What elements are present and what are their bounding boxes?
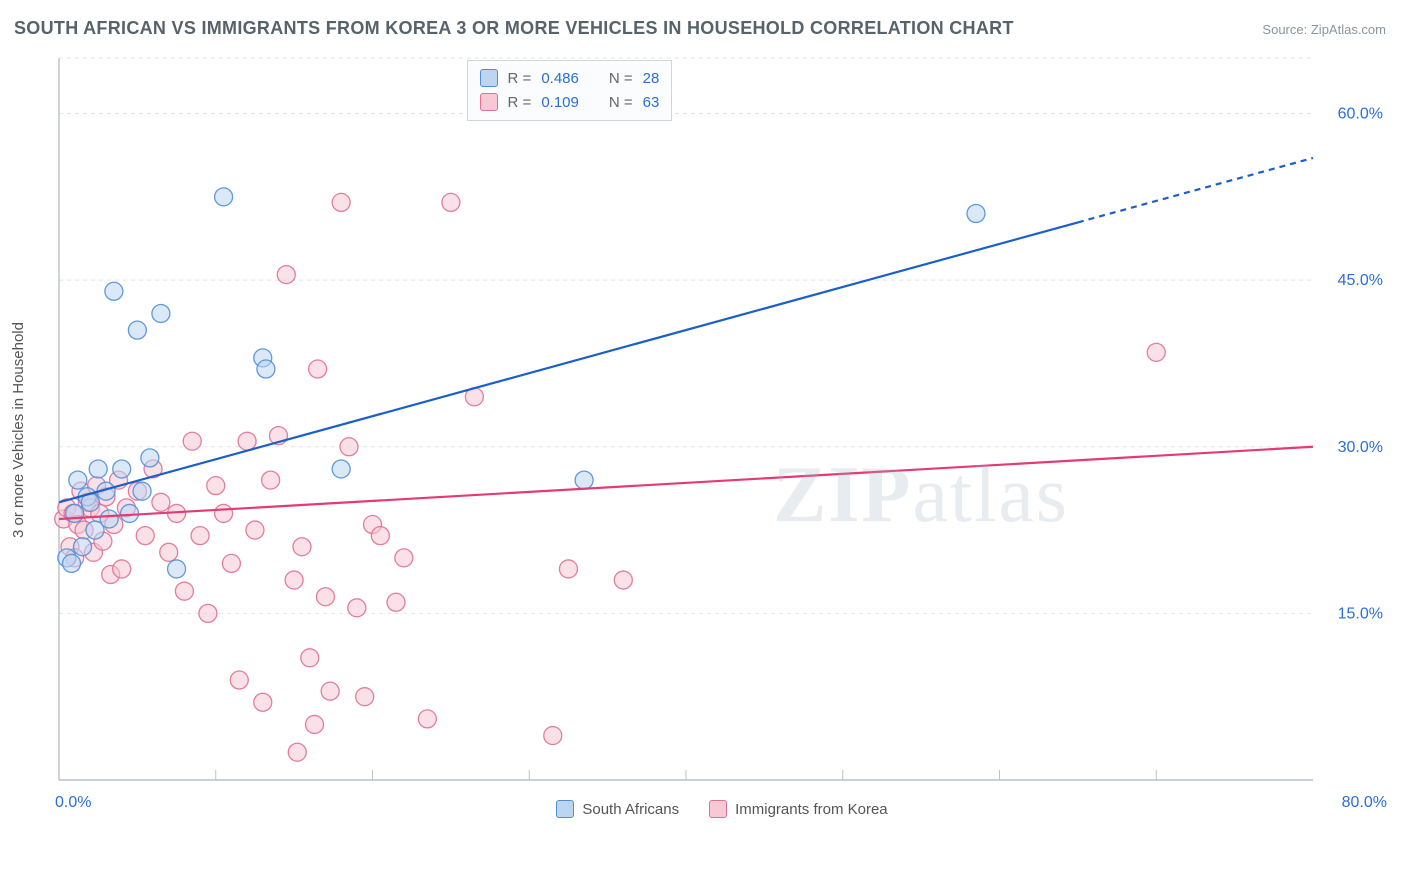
stats-r-label: R =: [508, 70, 532, 87]
svg-text:15.0%: 15.0%: [1338, 605, 1383, 622]
legend-label-ko: Immigrants from Korea: [735, 801, 888, 818]
legend-item-sa: South Africans: [556, 800, 679, 818]
svg-text:60.0%: 60.0%: [1338, 106, 1383, 123]
series-legend: South Africans Immigrants from Korea: [53, 792, 1391, 826]
source-label: Source:: [1262, 22, 1307, 37]
x-axis-min-label: 0.0%: [55, 794, 91, 812]
chart-container: SOUTH AFRICAN VS IMMIGRANTS FROM KOREA 3…: [0, 0, 1406, 892]
stats-r-label: R =: [508, 94, 532, 111]
stats-n-value: 28: [643, 70, 660, 87]
stats-swatch-sa: [480, 69, 498, 87]
stats-n-label: N =: [609, 94, 633, 111]
svg-text:30.0%: 30.0%: [1338, 439, 1383, 456]
stats-row-ko: R = 0.109 N = 63: [480, 90, 660, 114]
stats-r-value: 0.486: [541, 70, 579, 87]
legend-item-ko: Immigrants from Korea: [709, 800, 888, 818]
stats-n-label: N =: [609, 70, 633, 87]
stats-r-value: 0.109: [541, 94, 579, 111]
stats-legend-box: R = 0.486 N = 28 R = 0.109 N = 63: [467, 60, 673, 121]
source-link[interactable]: ZipAtlas.com: [1311, 22, 1386, 37]
legend-label-sa: South Africans: [582, 801, 679, 818]
legend-swatch-sa: [556, 800, 574, 818]
svg-text:45.0%: 45.0%: [1338, 272, 1383, 289]
scatter-plot-svg: 15.0% 30.0% 45.0% 60.0%: [53, 50, 1391, 826]
y-axis-label: 3 or more Vehicles in Household: [10, 322, 27, 538]
stats-n-value: 63: [643, 94, 660, 111]
plot-area: 15.0%30.0%45.0%60.0% ZIPatlas R =0.486N …: [53, 50, 1391, 826]
x-axis-max-label: 80.0%: [1342, 794, 1387, 812]
source-attribution: Source: ZipAtlas.com: [1262, 22, 1386, 37]
stats-row-sa: R = 0.486 N = 28: [480, 66, 660, 90]
legend-swatch-ko: [709, 800, 727, 818]
chart-title: SOUTH AFRICAN VS IMMIGRANTS FROM KOREA 3…: [14, 18, 1014, 39]
stats-swatch-ko: [480, 93, 498, 111]
